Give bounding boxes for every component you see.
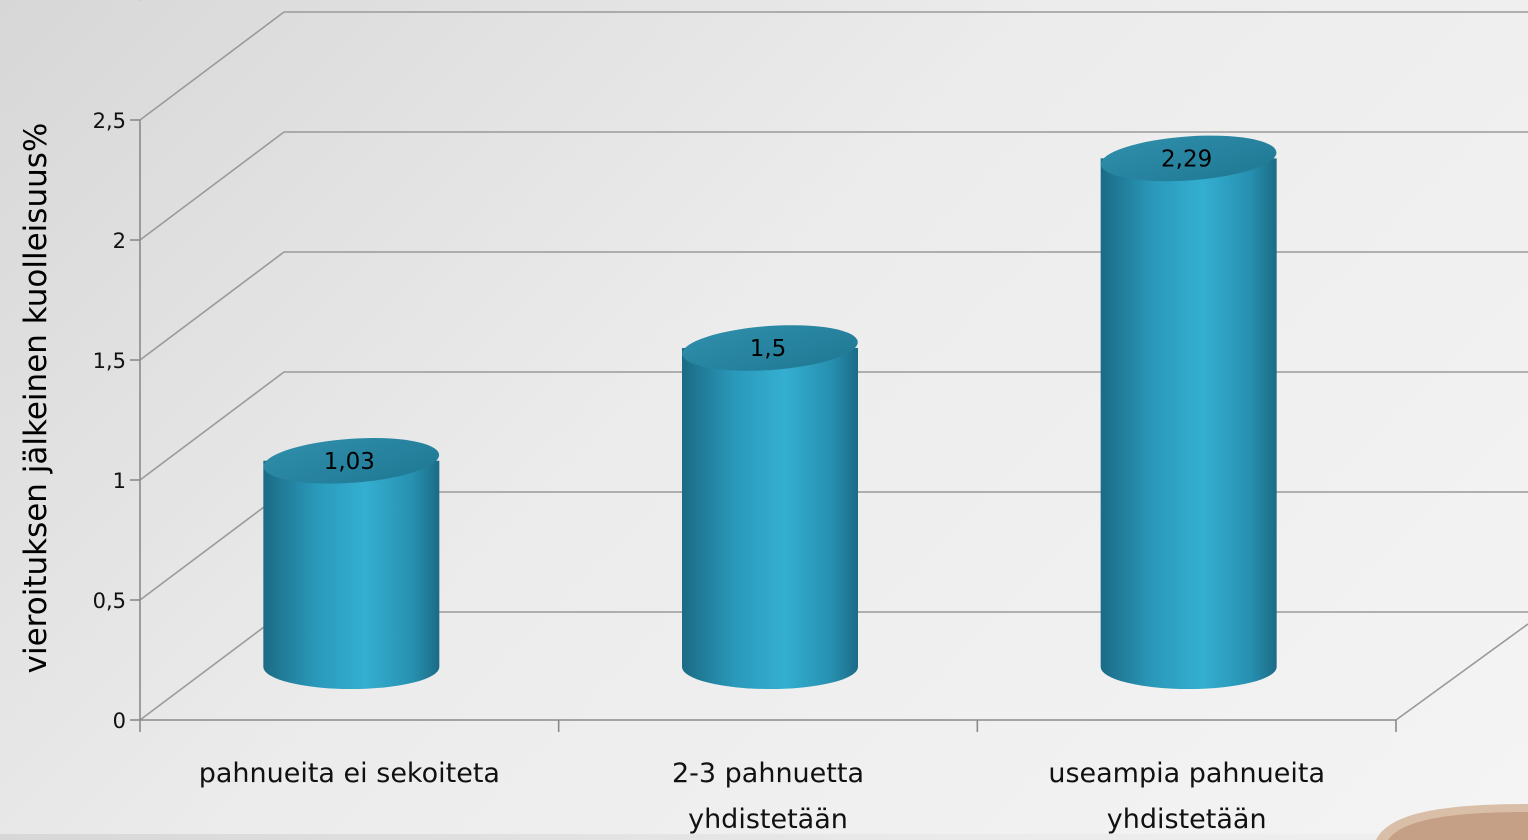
gridline-side xyxy=(139,611,285,721)
gridlines xyxy=(139,0,1528,721)
x-tick-label: pahnueita ei sekoiteta xyxy=(199,758,500,789)
bar-body xyxy=(263,460,440,689)
y-tick-label: 0,5 xyxy=(93,589,126,613)
bar-3 xyxy=(1100,135,1277,689)
bar-body xyxy=(1100,158,1277,689)
y-tick-label: 0 xyxy=(113,709,126,733)
bar-cap xyxy=(682,325,858,371)
x-tick-label-line: pahnueita ei sekoiteta xyxy=(199,758,500,789)
corner-decoration xyxy=(1376,804,1528,840)
bar-cap xyxy=(263,438,440,484)
bar-cap xyxy=(1100,135,1277,182)
gridline-side xyxy=(139,131,285,241)
x-tick-label-line: yhdistetään xyxy=(688,804,848,834)
x-tick-label-line: 2-3 pahnuetta xyxy=(672,758,864,789)
bar-1 xyxy=(263,438,440,689)
y-tick-label: 1 xyxy=(113,469,126,493)
x-tick-label-line: yhdistetään xyxy=(1107,804,1267,834)
y-tick-label: 2,5 xyxy=(93,109,126,133)
x-tick-label: 2-3 pahnuetta yhdistetään xyxy=(672,758,864,834)
bars xyxy=(263,135,1277,689)
axes: 0 0,5 1 1,5 2 2,5 xyxy=(93,109,1397,733)
x-tick-label-line: useampia pahnueita xyxy=(1048,758,1325,789)
gridline-side xyxy=(139,371,285,481)
labels: 1,03 pahnueita ei sekoiteta 1,5 2-3 pahnuet… xyxy=(199,146,1325,834)
y-axis-label: vieroituksen jälkeinen kuolleisuus% xyxy=(18,123,54,674)
gridline-side xyxy=(139,11,285,121)
data-label: 1,5 xyxy=(750,336,787,362)
x-tick-label: useampia pahnueita yhdistetään xyxy=(1048,758,1325,834)
gridline-side xyxy=(139,251,285,361)
data-label: 1,03 xyxy=(324,449,375,475)
y-tick-label: 2 xyxy=(113,229,126,253)
floor-edge xyxy=(1395,623,1528,721)
bar-2 xyxy=(682,325,858,689)
data-label: 2,29 xyxy=(1161,146,1212,172)
bar-body xyxy=(682,348,858,689)
y-tick-label: 1,5 xyxy=(93,349,126,373)
gridline-side xyxy=(139,491,285,601)
